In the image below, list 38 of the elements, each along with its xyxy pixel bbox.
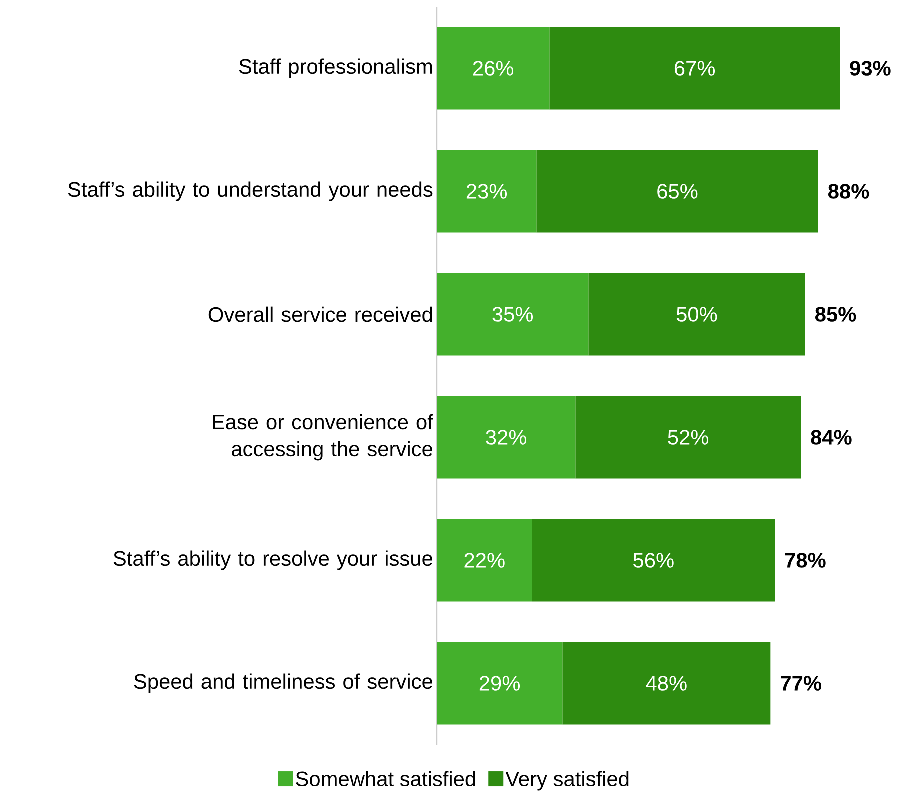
y-tick-label: Ease or convenience of accessing the service	[213, 414, 434, 461]
data-label: 22%	[464, 553, 505, 568]
data-label: 23%	[466, 184, 508, 199]
data-label: 50%	[676, 307, 718, 322]
data-label: 56%	[634, 553, 674, 568]
legend-label: Very satisfied	[506, 771, 629, 791]
y-tick-label: Staff professionalism	[239, 58, 432, 78]
bar	[437, 150, 537, 233]
total-label: 84%	[811, 430, 852, 445]
data-label: 52%	[668, 430, 709, 445]
bar	[588, 273, 806, 356]
data-label: 29%	[480, 676, 520, 691]
bar	[437, 519, 532, 602]
data-label: 65%	[658, 184, 698, 199]
bar	[576, 396, 801, 479]
y-tick-label: Overall service received	[208, 306, 432, 322]
legend-label: Somewhat satisfied	[296, 771, 476, 787]
total-label: 88%	[828, 184, 870, 199]
bar	[532, 519, 775, 602]
data-label: 48%	[646, 676, 687, 691]
bar	[562, 642, 771, 725]
bar	[437, 273, 589, 356]
y-tick-label: Speed and timeliness of service	[134, 674, 432, 694]
data-label: 67%	[674, 61, 716, 76]
data-label: 32%	[486, 430, 527, 445]
y-tick-label: Staff’s ability to resolve your issue	[114, 550, 432, 570]
bar	[536, 150, 818, 233]
total-label: 85%	[816, 307, 856, 322]
bar	[437, 27, 550, 110]
total-label: 77%	[781, 676, 822, 691]
y-tick-label: Staff’s ability to understand your needs	[68, 182, 433, 202]
data-label: 35%	[492, 307, 534, 322]
bar	[437, 642, 563, 725]
bar	[550, 27, 840, 110]
total-label: 93%	[850, 61, 891, 76]
bar	[437, 396, 576, 479]
total-label: 78%	[785, 553, 826, 568]
data-label: 26%	[473, 61, 514, 76]
